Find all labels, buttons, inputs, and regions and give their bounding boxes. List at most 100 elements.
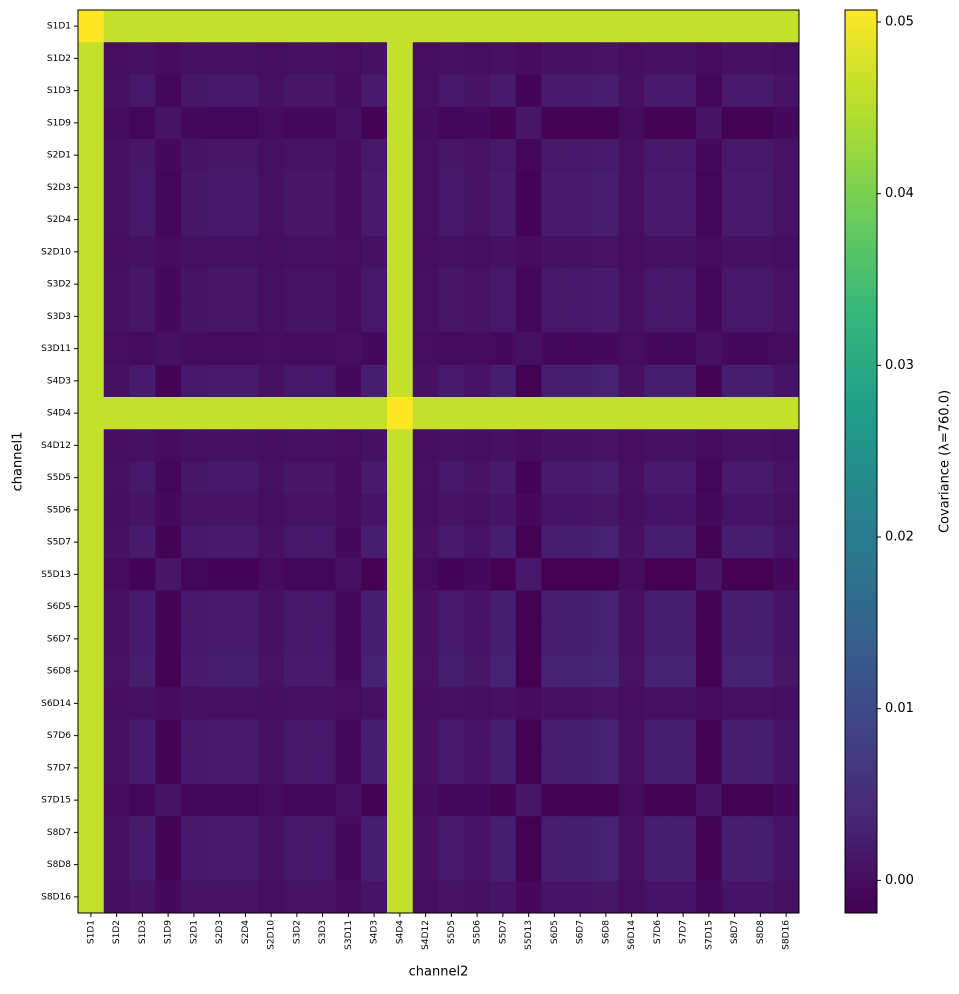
heatmap-cell (129, 784, 156, 817)
heatmap-cell (232, 74, 259, 108)
x-tick-label: S5D5 (447, 920, 457, 944)
heatmap-cell (644, 558, 671, 591)
heatmap-cell (618, 816, 645, 849)
heatmap-cell (232, 751, 259, 785)
heatmap-cell (721, 268, 748, 301)
heatmap-cell (464, 397, 491, 430)
heatmap-cell (129, 526, 156, 559)
heatmap-cell (747, 429, 774, 462)
heatmap-cell (361, 622, 388, 656)
heatmap-cell (232, 493, 259, 527)
heatmap-cell (644, 687, 671, 720)
heatmap-cell (567, 364, 594, 398)
heatmap-cell (155, 687, 182, 720)
heatmap-cell (155, 300, 182, 333)
heatmap-cell (618, 880, 645, 914)
heatmap-cell (773, 42, 800, 75)
heatmap-cell (309, 10, 336, 43)
heatmap-cell (129, 719, 156, 753)
heatmap-cell (412, 719, 439, 753)
heatmap-cell (644, 590, 671, 624)
heatmap-cell (670, 268, 697, 301)
heatmap-cell (78, 203, 105, 237)
heatmap-cell (541, 42, 568, 75)
heatmap-cell (181, 268, 208, 301)
heatmap-cell (618, 332, 645, 366)
heatmap-cell (438, 171, 465, 204)
y-tick-label: S6D14 (41, 699, 71, 709)
heatmap-cell (78, 558, 105, 591)
heatmap-cell (541, 880, 568, 914)
heatmap-cell (618, 590, 645, 624)
heatmap-cell (232, 526, 259, 559)
heatmap-cell (593, 139, 620, 172)
heatmap-cell (464, 493, 491, 527)
x-tick-label: S8D16 (782, 920, 792, 950)
heatmap-cell (696, 300, 723, 333)
heatmap-cell (387, 719, 414, 753)
heatmap-cell (103, 655, 130, 688)
heatmap-cell (103, 300, 130, 333)
heatmap-cell (78, 719, 105, 753)
colorbar-tick-label: 0.05 (885, 15, 914, 30)
heatmap-cell (567, 106, 594, 140)
x-tick-label: S4D3 (370, 920, 380, 944)
heatmap-cell (773, 268, 800, 301)
heatmap-cell (696, 622, 723, 656)
y-tick-label: S5D13 (41, 570, 71, 580)
heatmap-cell (644, 74, 671, 108)
heatmap-cell (490, 784, 517, 817)
y-tick-label: S2D3 (47, 183, 71, 193)
heatmap-cell (155, 397, 182, 430)
heatmap-cell (438, 816, 465, 849)
heatmap-cell (155, 139, 182, 172)
heatmap-cell (78, 880, 105, 914)
heatmap-cell (387, 203, 414, 237)
heatmap-cell (181, 461, 208, 495)
heatmap-cell (747, 171, 774, 204)
colorbar-tick-label: 0.01 (885, 701, 914, 716)
heatmap-cell (773, 493, 800, 527)
heatmap-cell (644, 816, 671, 849)
heatmap-cell (644, 235, 671, 269)
heatmap-cell (129, 139, 156, 172)
heatmap-cell (670, 300, 697, 333)
heatmap-cell (206, 429, 233, 462)
heatmap-cell (232, 429, 259, 462)
heatmap-cell (181, 10, 208, 43)
heatmap-cell (387, 429, 414, 462)
heatmap-cell (644, 622, 671, 656)
heatmap-cell (464, 655, 491, 688)
x-tick-label: S7D15 (704, 920, 714, 950)
heatmap-cell (387, 74, 414, 108)
heatmap-cell (670, 622, 697, 656)
y-tick-label: S3D3 (47, 312, 71, 322)
heatmap-cell (155, 364, 182, 398)
heatmap-cell (412, 687, 439, 720)
heatmap-cell (129, 171, 156, 204)
x-tick-label: S6D5 (550, 920, 560, 944)
heatmap-cell (773, 74, 800, 108)
y-tick-label: S7D6 (47, 731, 71, 741)
heatmap-cell (232, 655, 259, 688)
heatmap-cell (181, 106, 208, 140)
heatmap-cell (438, 687, 465, 720)
heatmap-cell (181, 42, 208, 75)
heatmap-cell (387, 493, 414, 527)
heatmap-cell (721, 10, 748, 43)
heatmap-cell (721, 816, 748, 849)
heatmap-cell (309, 590, 336, 624)
heatmap-cell (412, 139, 439, 172)
heatmap-cell (515, 880, 542, 914)
heatmap-cell (747, 106, 774, 140)
heatmap-cell (464, 461, 491, 495)
heatmap-cell (515, 332, 542, 366)
heatmap-cell (155, 558, 182, 591)
heatmap-cell (361, 493, 388, 527)
heatmap-cell (206, 526, 233, 559)
heatmap-cell (593, 397, 620, 430)
heatmap-cell (412, 848, 439, 882)
heatmap-cell (747, 493, 774, 527)
heatmap-cell (103, 10, 130, 43)
